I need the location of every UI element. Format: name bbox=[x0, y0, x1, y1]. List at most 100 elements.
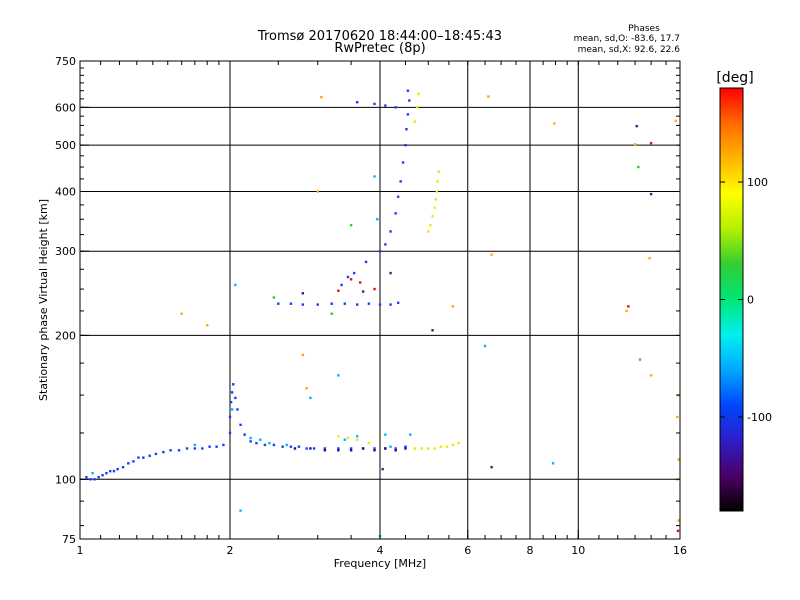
data-point bbox=[396, 301, 400, 304]
data-point bbox=[364, 260, 368, 264]
series-f-region-x-mode bbox=[413, 92, 441, 233]
data-point bbox=[109, 469, 112, 473]
data-point bbox=[180, 312, 183, 315]
data-point bbox=[301, 353, 305, 357]
data-point bbox=[435, 190, 438, 193]
data-point bbox=[230, 408, 234, 411]
data-point bbox=[367, 441, 371, 445]
data-point bbox=[427, 230, 430, 233]
data-point bbox=[137, 456, 140, 459]
data-point bbox=[201, 447, 204, 450]
data-point bbox=[263, 443, 267, 447]
data-point bbox=[405, 127, 408, 131]
data-point bbox=[384, 447, 387, 450]
data-point bbox=[429, 224, 432, 227]
data-point bbox=[627, 305, 630, 308]
data-point bbox=[208, 445, 211, 448]
data-point bbox=[649, 141, 653, 145]
data-point bbox=[228, 415, 232, 419]
data-point bbox=[232, 383, 235, 386]
data-point bbox=[337, 289, 340, 292]
data-point bbox=[289, 302, 293, 305]
data-point bbox=[394, 447, 397, 450]
plot-area: 1 2 4 6 8 10 16 75 100 200 300 400 500 600 750 bbox=[55, 55, 687, 557]
series-f-region-trace bbox=[277, 89, 411, 306]
data-point bbox=[272, 296, 276, 299]
data-point bbox=[346, 275, 350, 279]
data-point bbox=[649, 374, 653, 377]
data-point bbox=[281, 445, 284, 448]
data-point bbox=[635, 124, 638, 128]
data-point bbox=[490, 253, 493, 256]
data-point bbox=[361, 447, 365, 450]
colorbar-tick-label: -100 bbox=[747, 411, 772, 424]
data-point bbox=[323, 447, 327, 450]
data-point bbox=[355, 438, 359, 441]
data-point bbox=[451, 305, 455, 308]
data-point bbox=[433, 447, 436, 450]
y-tick-label: 500 bbox=[55, 139, 76, 152]
data-point bbox=[249, 436, 252, 440]
data-point bbox=[105, 471, 108, 475]
data-point bbox=[431, 215, 434, 218]
series-e-region-x-mode bbox=[337, 435, 460, 450]
data-point bbox=[177, 449, 181, 452]
series-e-region-cyan-scatter bbox=[91, 408, 412, 475]
data-point bbox=[343, 302, 347, 305]
y-tick-label: 400 bbox=[55, 185, 76, 198]
data-point bbox=[293, 447, 297, 450]
data-point bbox=[255, 441, 258, 445]
data-point bbox=[408, 99, 411, 102]
data-point bbox=[427, 447, 430, 450]
data-point bbox=[648, 257, 651, 260]
data-point bbox=[404, 143, 407, 147]
y-tick-label: 600 bbox=[55, 101, 76, 114]
data-point bbox=[638, 358, 642, 361]
data-point bbox=[272, 443, 276, 447]
data-point bbox=[249, 440, 252, 443]
series-purple-points bbox=[301, 124, 653, 471]
data-point bbox=[389, 303, 392, 306]
data-point bbox=[358, 281, 362, 284]
data-point bbox=[127, 462, 130, 465]
data-point bbox=[676, 529, 680, 533]
data-point bbox=[337, 435, 340, 438]
data-point bbox=[89, 478, 92, 481]
data-point bbox=[337, 447, 340, 450]
data-point bbox=[413, 447, 417, 450]
data-point bbox=[394, 106, 397, 109]
data-point bbox=[169, 449, 172, 452]
data-point bbox=[394, 449, 397, 452]
data-point bbox=[389, 445, 392, 448]
data-point bbox=[337, 449, 340, 452]
data-point bbox=[148, 454, 151, 457]
data-point bbox=[343, 438, 347, 441]
x-tick-label: 2 bbox=[227, 544, 234, 557]
y-tick-label: 75 bbox=[62, 533, 76, 546]
phases-x-stats: mean, sd,X: 92.6, 22.6 bbox=[578, 45, 681, 55]
series-isolated-blue-points bbox=[234, 175, 555, 538]
data-point bbox=[483, 344, 487, 348]
y-axis-ticks: 75 100 200 300 400 500 600 750 bbox=[55, 55, 680, 546]
colorbar-ticks: 100 0 -100 bbox=[720, 176, 772, 424]
x-tick-label: 8 bbox=[527, 544, 534, 557]
data-point bbox=[404, 445, 407, 448]
data-point bbox=[404, 447, 407, 450]
data-point bbox=[268, 441, 271, 445]
data-point bbox=[301, 292, 305, 295]
chart-subtitle: RwPretec (8p) bbox=[334, 41, 425, 56]
data-point bbox=[305, 447, 308, 450]
data-point bbox=[316, 190, 319, 193]
data-point bbox=[349, 449, 353, 452]
data-point bbox=[346, 436, 350, 440]
data-point bbox=[451, 443, 455, 447]
data-point bbox=[316, 303, 319, 306]
data-point bbox=[367, 302, 371, 305]
data-point bbox=[487, 95, 490, 98]
data-point bbox=[384, 243, 387, 246]
data-point bbox=[551, 462, 555, 465]
data-point bbox=[312, 447, 316, 450]
data-point bbox=[330, 302, 333, 305]
data-point bbox=[674, 119, 678, 123]
